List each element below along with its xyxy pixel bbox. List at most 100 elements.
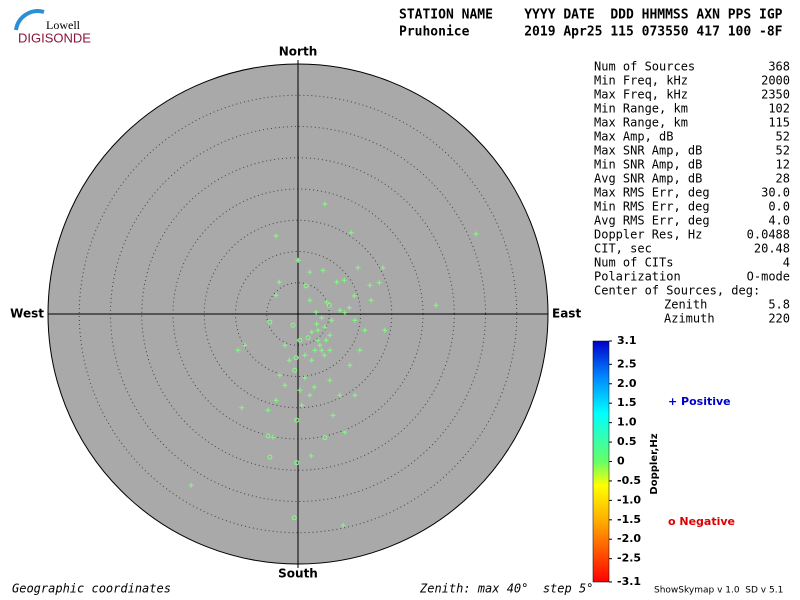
- stat-label: Max SNR Amp, dB: [594, 144, 702, 158]
- stat-label: Num of Sources: [594, 60, 695, 74]
- point-positive: [188, 482, 194, 488]
- point-positive: [273, 233, 279, 239]
- logo-swoosh: [14, 9, 45, 31]
- stat-label: Polarization: [594, 270, 681, 284]
- point-positive: [348, 230, 354, 236]
- point-negative: [297, 337, 303, 343]
- point-negative: [292, 367, 298, 373]
- stat-value: 102: [768, 102, 790, 116]
- point-positive: [315, 337, 321, 343]
- point-positive: [239, 405, 245, 411]
- legend-entry: o Negative: [668, 515, 735, 528]
- point-positive: [334, 279, 340, 285]
- point-positive: [265, 407, 271, 413]
- point-positive: [357, 347, 363, 353]
- point-positive: [352, 317, 358, 323]
- point-positive: [299, 402, 305, 408]
- point-positive: [277, 372, 283, 378]
- stat-label: CIT, sec: [594, 242, 652, 256]
- center-title: Center of Sources, deg:: [594, 284, 760, 298]
- stat-value: 30.0: [761, 186, 790, 200]
- point-positive: [297, 387, 303, 393]
- footer-middle: Zenith: max 40° step 5°: [419, 582, 593, 596]
- point-positive: [337, 307, 343, 313]
- point-positive: [368, 297, 374, 303]
- colorbar-tick-label: 0.5: [617, 435, 637, 448]
- colorbar-tick-label: 1.0: [617, 416, 637, 429]
- point-positive: [330, 412, 336, 418]
- point-positive: [327, 347, 333, 353]
- colorbar-tick-label: 2.5: [617, 357, 637, 370]
- point-positive: [317, 342, 323, 348]
- point-positive: [315, 327, 321, 333]
- center-label: Azimuth: [664, 312, 715, 326]
- point-positive: [473, 231, 479, 237]
- point-negative: [267, 454, 273, 460]
- point-positive: [320, 267, 326, 273]
- point-positive: [327, 332, 333, 338]
- stat-label: Min RMS Err, deg: [594, 200, 710, 214]
- point-positive: [276, 279, 282, 285]
- direction-label: East: [552, 307, 581, 321]
- footer-left: Geographic coordinates: [12, 582, 171, 596]
- point-positive: [313, 309, 319, 315]
- point-positive: [346, 305, 352, 311]
- colorbar-tick-label: -1.5: [617, 513, 641, 526]
- point-positive: [309, 357, 315, 363]
- point-negative: [294, 460, 300, 466]
- colorbar: [592, 340, 610, 583]
- point-negative: [293, 355, 299, 361]
- stat-value: 12: [776, 158, 790, 172]
- stat-value: 4.0: [768, 214, 790, 228]
- stat-value: 52: [776, 130, 790, 144]
- stat-label: Min SNR Amp, dB: [594, 158, 702, 172]
- point-positive: [352, 392, 358, 398]
- point-positive: [242, 342, 248, 348]
- point-negative: [322, 435, 328, 441]
- point-positive: [319, 315, 325, 321]
- stat-value: 2000: [761, 74, 790, 88]
- stat-label: Avg RMS Err, deg: [594, 214, 710, 228]
- logo-bottom: DIGISONDE: [18, 30, 91, 45]
- stat-value: 4: [783, 256, 790, 270]
- point-positive: [309, 329, 315, 335]
- point-positive: [342, 310, 348, 316]
- colorbar-tick-label: 3.1: [617, 334, 637, 347]
- point-positive: [302, 352, 308, 358]
- stat-value: 368: [768, 60, 790, 74]
- colorbar-tick-label: -3.1: [617, 575, 641, 588]
- center-value: 220: [768, 312, 790, 326]
- point-negative: [294, 417, 300, 423]
- stat-value: 0.0488: [747, 228, 790, 242]
- point-negative: [305, 335, 311, 341]
- point-positive: [341, 277, 347, 283]
- point-positive: [312, 347, 318, 353]
- colorbar-tick-label: -2.0: [617, 532, 641, 545]
- colorbar-label: Doppler,Hz: [649, 433, 660, 494]
- stat-label: Min Range, km: [594, 102, 688, 116]
- stat-value: O-mode: [747, 270, 790, 284]
- point-positive: [270, 434, 276, 440]
- point-positive: [351, 293, 357, 299]
- point-positive: [302, 375, 308, 381]
- point-positive: [324, 299, 330, 305]
- point-positive: [327, 377, 333, 383]
- stat-label: Doppler Res, Hz: [594, 228, 702, 242]
- point-negative: [303, 283, 309, 289]
- stat-label: Max Freq, kHz: [594, 88, 688, 102]
- direction-label: South: [278, 567, 318, 581]
- stat-value: 20.48: [754, 242, 790, 256]
- point-positive: [311, 384, 317, 390]
- point-positive: [286, 357, 292, 363]
- point-positive: [380, 265, 386, 271]
- stat-label: Max Amp, dB: [594, 130, 673, 144]
- point-positive: [323, 337, 329, 343]
- point-positive: [337, 392, 343, 398]
- point-negative: [290, 322, 296, 328]
- point-positive: [342, 429, 348, 435]
- point-positive: [314, 321, 320, 327]
- point-positive: [307, 297, 313, 303]
- colorbar-tick-label: 1.5: [617, 396, 637, 409]
- point-positive: [340, 522, 346, 528]
